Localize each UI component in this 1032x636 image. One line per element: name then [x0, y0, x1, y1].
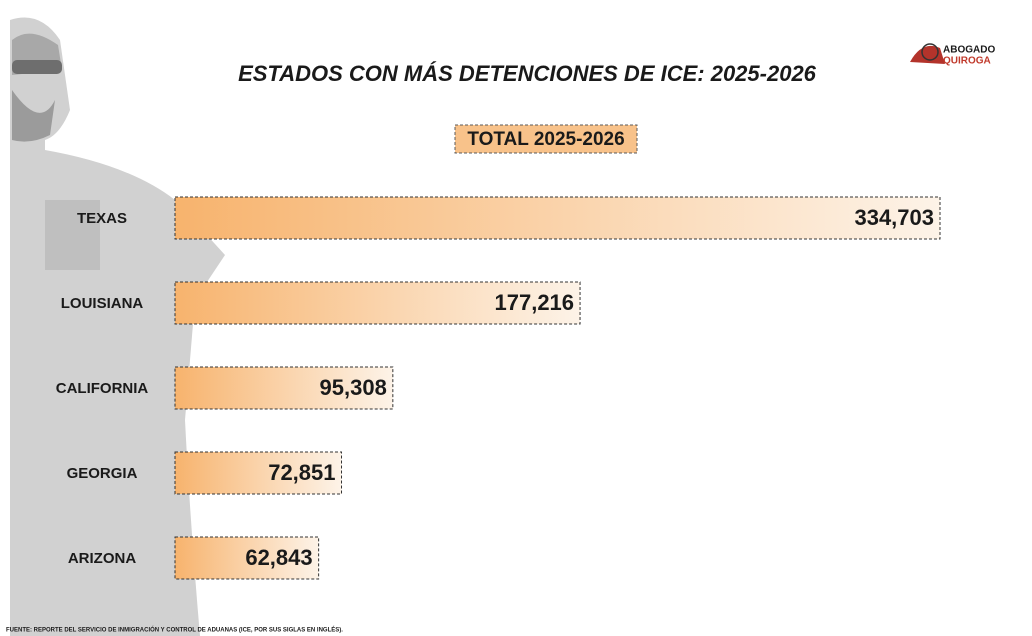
value-label: 95,308: [320, 375, 387, 400]
value-label: 72,851: [268, 460, 335, 485]
subtitle: TOTAL 2025-2026: [467, 129, 624, 150]
source-note: FUENTE: REPORTE DEL SERVICIO DE INMIGRAC…: [6, 626, 343, 634]
category-label: CALIFORNIA: [56, 380, 149, 397]
bar: [174, 281, 581, 325]
value-label: 62,843: [245, 545, 312, 570]
bar: [174, 366, 394, 410]
value-label: 177,216: [495, 290, 575, 315]
category-label: GEORGIA: [67, 465, 138, 482]
bar: [174, 196, 941, 240]
logo-ring: [921, 43, 939, 61]
category-label: LOUISIANA: [61, 295, 144, 312]
subtitle-box: [454, 124, 638, 154]
officer-silhouette: [10, 17, 225, 636]
category-label: TEXAS: [77, 210, 127, 227]
value-label: 334,703: [854, 205, 934, 230]
category-label: ARIZONA: [68, 550, 136, 567]
bar: [174, 536, 320, 580]
logo-text: QUIROGA: [943, 56, 991, 67]
logo-text: ABOGADO: [943, 45, 995, 56]
bar: [174, 451, 343, 495]
chart-title: ESTADOS CON MÁS DETENCIONES DE ICE: 2025…: [238, 61, 817, 86]
logo-icon: [910, 45, 945, 64]
